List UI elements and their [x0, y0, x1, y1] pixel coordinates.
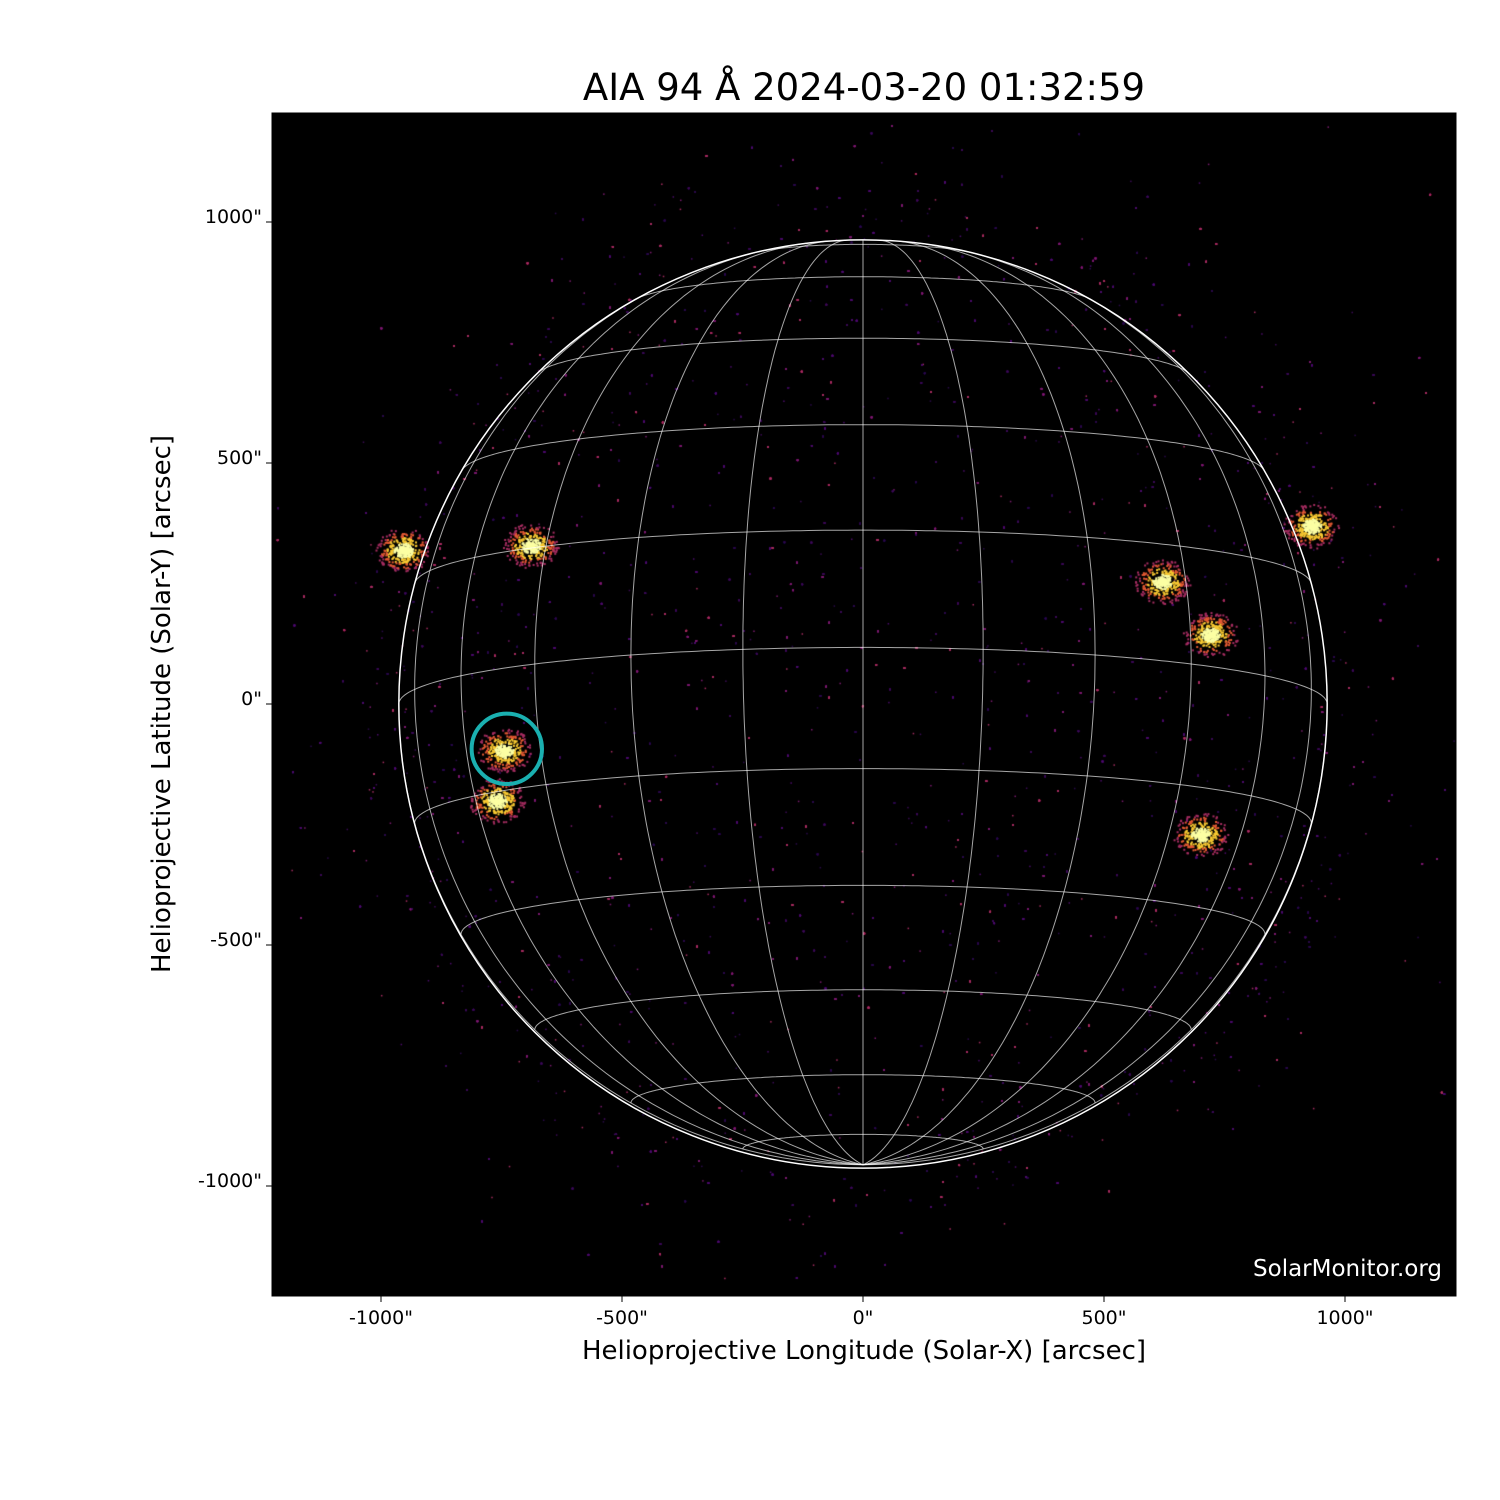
- y-tick-label: 500": [217, 447, 262, 469]
- axes-frame: [271, 112, 1457, 1297]
- y-tick-label: -500": [210, 929, 262, 951]
- longitude-gridline: [630, 240, 864, 1166]
- x-tick-label: 0": [853, 1307, 874, 1329]
- x-tick-label: 500": [1081, 1307, 1126, 1329]
- x-axis-label: Helioprojective Longitude (Solar-X) [arc…: [581, 1336, 1147, 1366]
- watermark: SolarMonitor.org: [1253, 1256, 1442, 1282]
- longitude-gridline: [862, 283, 1312, 1166]
- region-annotation-circle: [469, 711, 544, 787]
- x-tick-label: -1000": [349, 1307, 413, 1329]
- longitude-gridline: [414, 283, 864, 1166]
- longitude-gridline: [460, 249, 864, 1166]
- chart-title: AIA 94 Å 2024-03-20 01:32:59: [582, 66, 1146, 109]
- y-tick-label: 0": [241, 688, 262, 710]
- y-tick-label: -1000": [198, 1170, 262, 1192]
- solar-image: [272, 113, 1456, 1296]
- longitude-gridline: [398, 703, 864, 1166]
- longitude-gridline: [862, 249, 1266, 1166]
- longitude-gridline: [862, 240, 1096, 1166]
- x-tick-label: -500": [596, 1307, 648, 1329]
- y-tick-label: 1000": [205, 206, 262, 228]
- longitude-gridline: [862, 239, 984, 1166]
- x-tick-label: 1000": [1316, 1307, 1373, 1329]
- solar-limb: [398, 239, 1328, 1169]
- longitude-gridline: [862, 242, 1192, 1166]
- longitude-gridline: [742, 239, 864, 1166]
- longitude-gridline: [534, 242, 864, 1166]
- longitude-gridline: [862, 703, 1328, 1166]
